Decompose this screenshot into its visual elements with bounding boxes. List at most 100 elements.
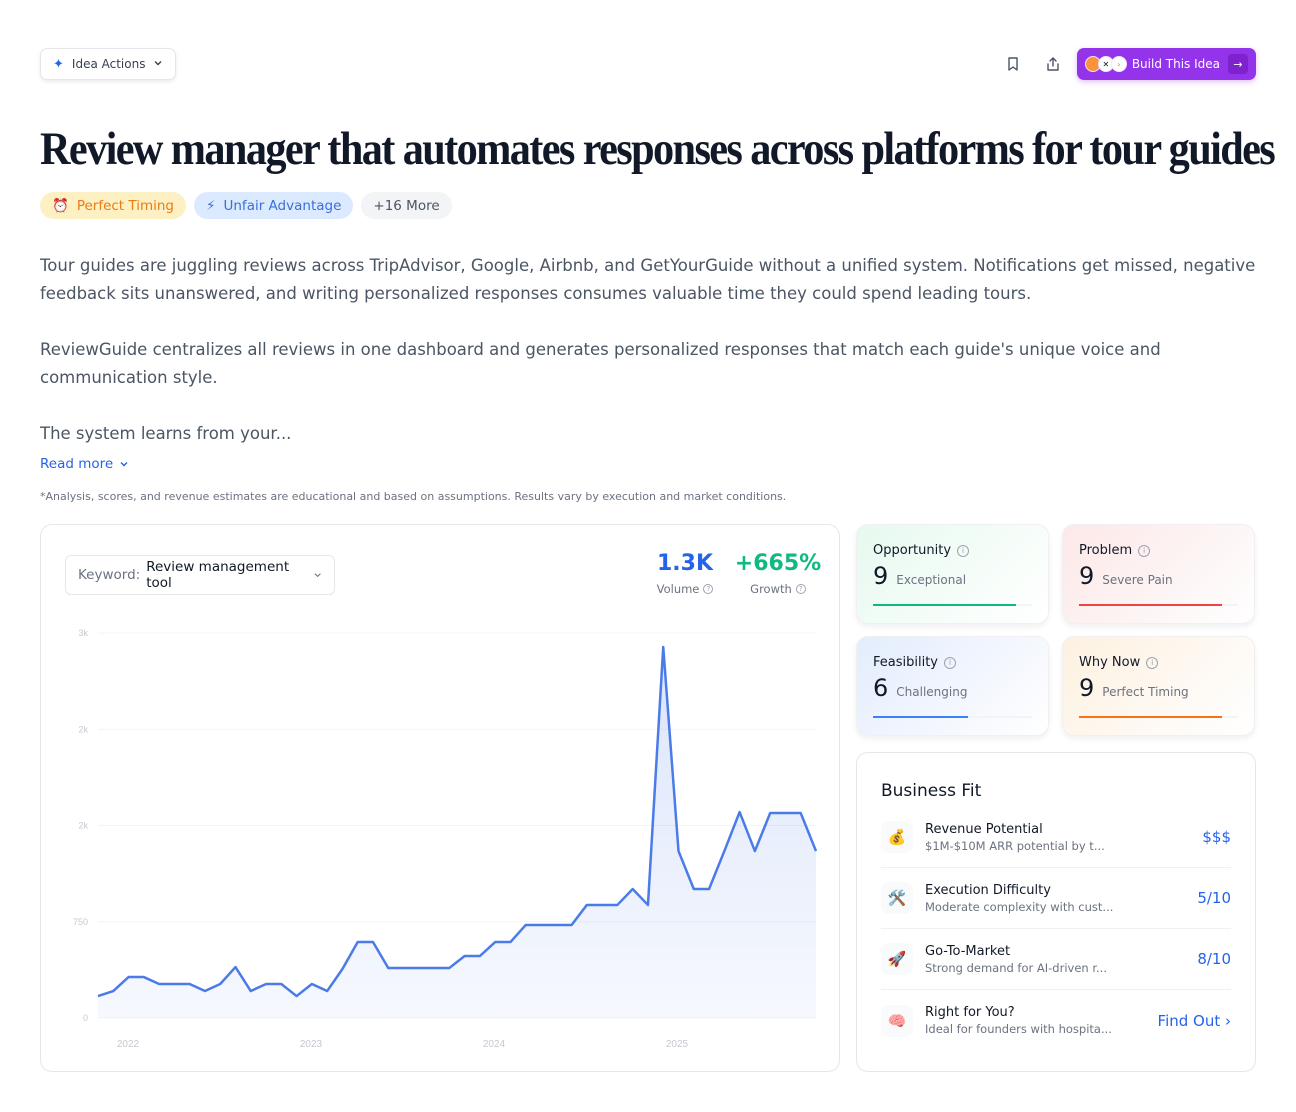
read-more-label: Read more — [40, 456, 114, 472]
svg-text:2024: 2024 — [483, 1039, 506, 1050]
find-out-link[interactable]: Find Out › — [1157, 1011, 1231, 1030]
description-paragraph: Tour guides are juggling reviews across … — [40, 256, 1256, 303]
score-value: 9 — [1079, 674, 1095, 702]
row-desc: Ideal for founders with hospita... — [925, 1022, 1112, 1036]
volume-label: Volume — [656, 582, 700, 596]
description-paragraph: The system learns from your... — [40, 424, 292, 443]
score-title: Feasibility — [873, 655, 938, 670]
svg-text:3k: 3k — [78, 628, 88, 638]
business-fit-row-execution[interactable]: 🛠️ Execution Difficulty Moderate complexi… — [881, 868, 1231, 929]
score-value: 9 — [873, 562, 889, 590]
build-this-idea-button[interactable]: ✕ › Build This Idea → — [1076, 48, 1256, 80]
business-fit-row-gtm[interactable]: 🚀 Go-To-Market Strong demand for AI-drive… — [881, 929, 1231, 990]
right-actions: ✕ › Build This Idea → — [993, 48, 1256, 80]
keyword-value: Review management tool — [146, 559, 290, 591]
volume-metric: 1.3K Volume? — [645, 551, 725, 596]
tag-unfair-advantage[interactable]: ⚡ Unfair Advantage — [194, 192, 354, 219]
score-bar — [1079, 604, 1238, 606]
row-desc: Strong demand for AI-driven r... — [925, 960, 1107, 975]
business-fit-row-right-for-you[interactable]: 🧠 Right for You? Ideal for founders with … — [881, 990, 1231, 1051]
score-label: Severe Pain — [1102, 573, 1173, 587]
info-icon[interactable]: i — [957, 544, 970, 557]
score-card-problem[interactable]: Problem i 9 Severe Pain — [1062, 524, 1255, 624]
alarm-clock-icon: ⏰ — [52, 197, 69, 214]
info-icon[interactable]: i — [944, 656, 956, 669]
share-icon — [1047, 57, 1059, 71]
score-bar — [873, 716, 1032, 718]
page-title: Review manager that automates responses … — [40, 123, 1276, 175]
svg-text:0: 0 — [83, 1013, 88, 1023]
score-title: Why Now — [1079, 655, 1141, 670]
svg-text:2025: 2025 — [666, 1039, 689, 1050]
partner-avatars: ✕ › — [1084, 56, 1127, 72]
row-name: Right for You? — [925, 1005, 1015, 1020]
svg-text:2023: 2023 — [300, 1039, 323, 1050]
score-title: Problem — [1079, 543, 1133, 558]
help-icon[interactable]: ? — [703, 584, 714, 594]
idea-actions-dropdown[interactable]: ✦ Idea Actions — [40, 48, 177, 80]
tag-list: ⏰ Perfect Timing ⚡ Unfair Advantage +16 … — [40, 192, 452, 219]
money-bag-icon: 💰 — [881, 821, 913, 853]
score-label: Challenging — [896, 685, 968, 699]
build-label: Build This Idea — [1131, 57, 1220, 71]
row-desc: Moderate complexity with cust... — [925, 899, 1114, 914]
sparkle-icon: ✦ — [53, 56, 64, 72]
trend-chart: 0 750 2k 2k 3k 2022 2023 2024 2025 — [73, 628, 818, 1050]
info-icon[interactable]: i — [1146, 656, 1159, 669]
read-more-link[interactable]: Read more — [40, 456, 129, 472]
svg-text:2022: 2022 — [117, 1039, 140, 1050]
tag-more[interactable]: +16 More — [361, 192, 452, 219]
lightning-icon: ⚡ — [206, 197, 216, 214]
bookmark-icon — [1008, 57, 1018, 71]
tag-label: Perfect Timing — [76, 197, 175, 214]
row-value: $$$ — [1202, 828, 1231, 846]
svg-text:750: 750 — [73, 917, 88, 927]
row-name: Execution Difficulty — [925, 882, 1051, 898]
top-bar: ✦ Idea Actions ✕ › Build This Idea → — [40, 48, 1256, 80]
tag-label: Unfair Advantage — [223, 197, 342, 214]
growth-value: +665% — [734, 551, 822, 576]
trend-chart-card: 0 750 2k 2k 3k 2022 2023 2024 2025 Keyword: Revi… — [40, 524, 840, 1072]
tag-perfect-timing[interactable]: ⏰ Perfect Timing — [40, 192, 187, 219]
keyword-label: Keyword: — [78, 567, 141, 583]
description-paragraph: ReviewGuide centralizes all reviews in o… — [40, 340, 1161, 387]
bookmark-button[interactable] — [993, 48, 1033, 80]
score-title: Opportunity — [873, 543, 952, 558]
help-icon[interactable]: ? — [795, 584, 806, 594]
arrow-right-icon: → — [1228, 54, 1248, 74]
score-label: Perfect Timing — [1102, 685, 1189, 699]
volume-value: 1.3K — [656, 551, 714, 576]
score-value: 6 — [873, 674, 889, 702]
score-label: Exceptional — [896, 573, 967, 587]
score-card-why-now[interactable]: Why Now i 9 Perfect Timing — [1062, 636, 1255, 736]
avatar-icon: › — [1110, 56, 1127, 72]
tag-label: +16 More — [373, 197, 440, 214]
rocket-icon: 🚀 — [881, 943, 913, 975]
svg-text:2k: 2k — [78, 821, 88, 831]
growth-label: Growth — [750, 582, 792, 596]
business-fit-card: Business Fit 💰 Revenue Potential $1M-$10M… — [856, 752, 1256, 1072]
row-value: 8/10 — [1197, 950, 1231, 968]
business-fit-row-revenue[interactable]: 💰 Revenue Potential $1M-$10M ARR potentia… — [881, 807, 1231, 868]
score-value: 9 — [1079, 562, 1095, 590]
keyword-dropdown[interactable]: Keyword: Review management tool — [65, 555, 335, 595]
score-card-opportunity[interactable]: Opportunity i 9 Exceptional — [856, 524, 1049, 624]
score-card-feasibility[interactable]: Feasibility i 6 Challenging — [856, 636, 1049, 736]
svg-text:2k: 2k — [78, 724, 88, 734]
row-value: 5/10 — [1197, 889, 1231, 907]
growth-metric: +665% Growth? — [733, 551, 823, 596]
chevron-down-icon — [120, 462, 128, 467]
share-button[interactable] — [1033, 48, 1073, 80]
score-bar — [1079, 716, 1238, 718]
row-desc: $1M-$10M ARR potential by t... — [925, 838, 1105, 853]
info-icon[interactable]: i — [1138, 544, 1151, 557]
disclaimer: *Analysis, scores, and revenue estimates… — [40, 490, 787, 503]
score-bar — [873, 604, 1032, 606]
chevron-down-icon — [153, 57, 163, 71]
description: Tour guides are juggling reviews across … — [40, 252, 1256, 476]
row-name: Go-To-Market — [925, 943, 1011, 959]
idea-actions-label: Idea Actions — [71, 57, 146, 71]
chevron-down-icon — [314, 573, 321, 578]
tools-icon: 🛠️ — [881, 882, 913, 914]
brain-icon: 🧠 — [881, 1004, 913, 1037]
